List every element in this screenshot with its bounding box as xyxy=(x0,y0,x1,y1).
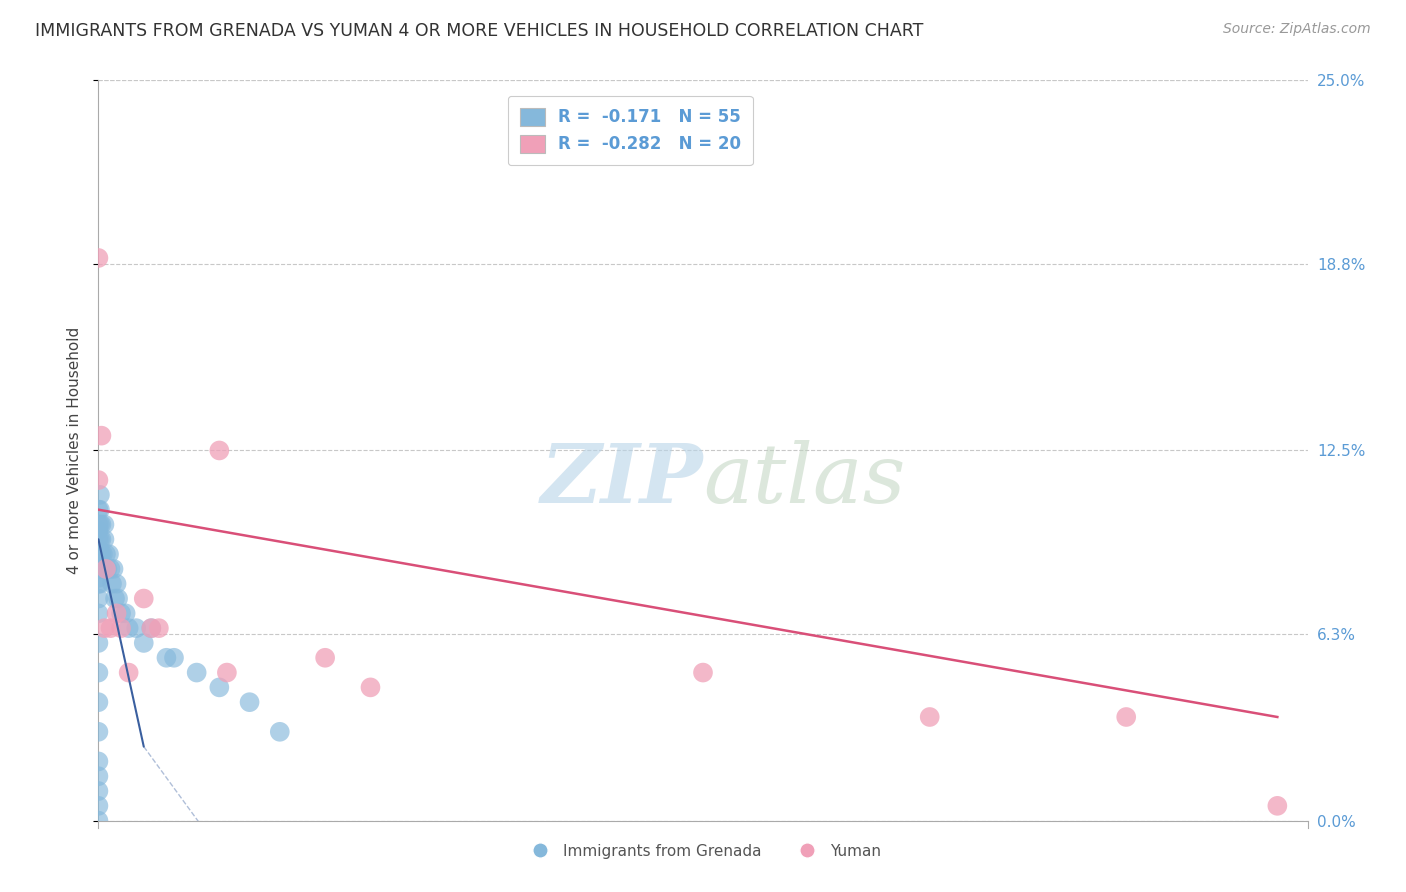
Point xyxy=(1267,798,1289,813)
Point xyxy=(87,576,110,591)
Point xyxy=(90,533,112,547)
Text: IMMIGRANTS FROM GRENADA VS YUMAN 4 OR MORE VEHICLES IN HOUSEHOLD CORRELATION CHA: IMMIGRANTS FROM GRENADA VS YUMAN 4 OR MO… xyxy=(35,22,924,40)
Point xyxy=(87,547,110,561)
Point xyxy=(87,571,110,585)
Point xyxy=(103,562,125,576)
Point xyxy=(87,755,110,769)
Point xyxy=(269,724,291,739)
Point xyxy=(87,473,110,487)
Point xyxy=(89,562,111,576)
Point xyxy=(125,621,148,635)
Text: Source: ZipAtlas.com: Source: ZipAtlas.com xyxy=(1223,22,1371,37)
Point xyxy=(87,591,110,606)
Point xyxy=(87,517,110,532)
Point xyxy=(110,621,132,635)
Point xyxy=(87,541,110,556)
Point xyxy=(90,547,112,561)
Point xyxy=(87,724,110,739)
Point xyxy=(94,547,117,561)
Point xyxy=(87,769,110,783)
Point xyxy=(93,621,115,635)
Point xyxy=(87,636,110,650)
Y-axis label: 4 or more Vehicles in Household: 4 or more Vehicles in Household xyxy=(67,326,83,574)
Point xyxy=(132,636,155,650)
Point xyxy=(100,562,122,576)
Point xyxy=(87,695,110,709)
Text: atlas: atlas xyxy=(703,440,905,520)
Point xyxy=(163,650,186,665)
Point xyxy=(87,251,110,265)
Point xyxy=(118,665,141,680)
Point xyxy=(89,576,111,591)
Point xyxy=(93,517,115,532)
Point xyxy=(110,607,132,621)
Point xyxy=(87,533,110,547)
Point xyxy=(87,798,110,813)
Legend: Immigrants from Grenada, Yuman: Immigrants from Grenada, Yuman xyxy=(519,838,887,865)
Point xyxy=(100,621,122,635)
Point xyxy=(89,533,111,547)
Point xyxy=(87,814,110,828)
Point xyxy=(87,607,110,621)
Point xyxy=(208,681,231,695)
Point xyxy=(918,710,941,724)
Point xyxy=(89,517,111,532)
Point xyxy=(141,621,163,635)
Point xyxy=(1115,710,1137,724)
Point xyxy=(114,607,136,621)
Point xyxy=(107,591,129,606)
Point xyxy=(87,502,110,516)
Point xyxy=(89,547,111,561)
Point xyxy=(314,650,336,665)
Point xyxy=(90,428,112,442)
Point xyxy=(101,576,124,591)
Point xyxy=(105,576,128,591)
Point xyxy=(148,621,170,635)
Point xyxy=(141,621,163,635)
Point xyxy=(94,562,117,576)
Point xyxy=(87,524,110,538)
Point xyxy=(186,665,208,680)
Point xyxy=(105,607,128,621)
Point xyxy=(89,488,111,502)
Point xyxy=(87,784,110,798)
Point xyxy=(89,502,111,516)
Point xyxy=(208,443,231,458)
Point xyxy=(692,665,714,680)
Point xyxy=(239,695,262,709)
Point xyxy=(155,650,177,665)
Point xyxy=(87,665,110,680)
Point xyxy=(98,547,121,561)
Text: ZIP: ZIP xyxy=(540,440,703,520)
Point xyxy=(215,665,238,680)
Point xyxy=(132,591,155,606)
Point xyxy=(87,562,110,576)
Point xyxy=(91,562,114,576)
Point xyxy=(96,562,118,576)
Point xyxy=(360,681,382,695)
Point xyxy=(93,533,115,547)
Point xyxy=(104,591,127,606)
Point xyxy=(118,621,141,635)
Point xyxy=(91,547,114,561)
Point xyxy=(90,517,112,532)
